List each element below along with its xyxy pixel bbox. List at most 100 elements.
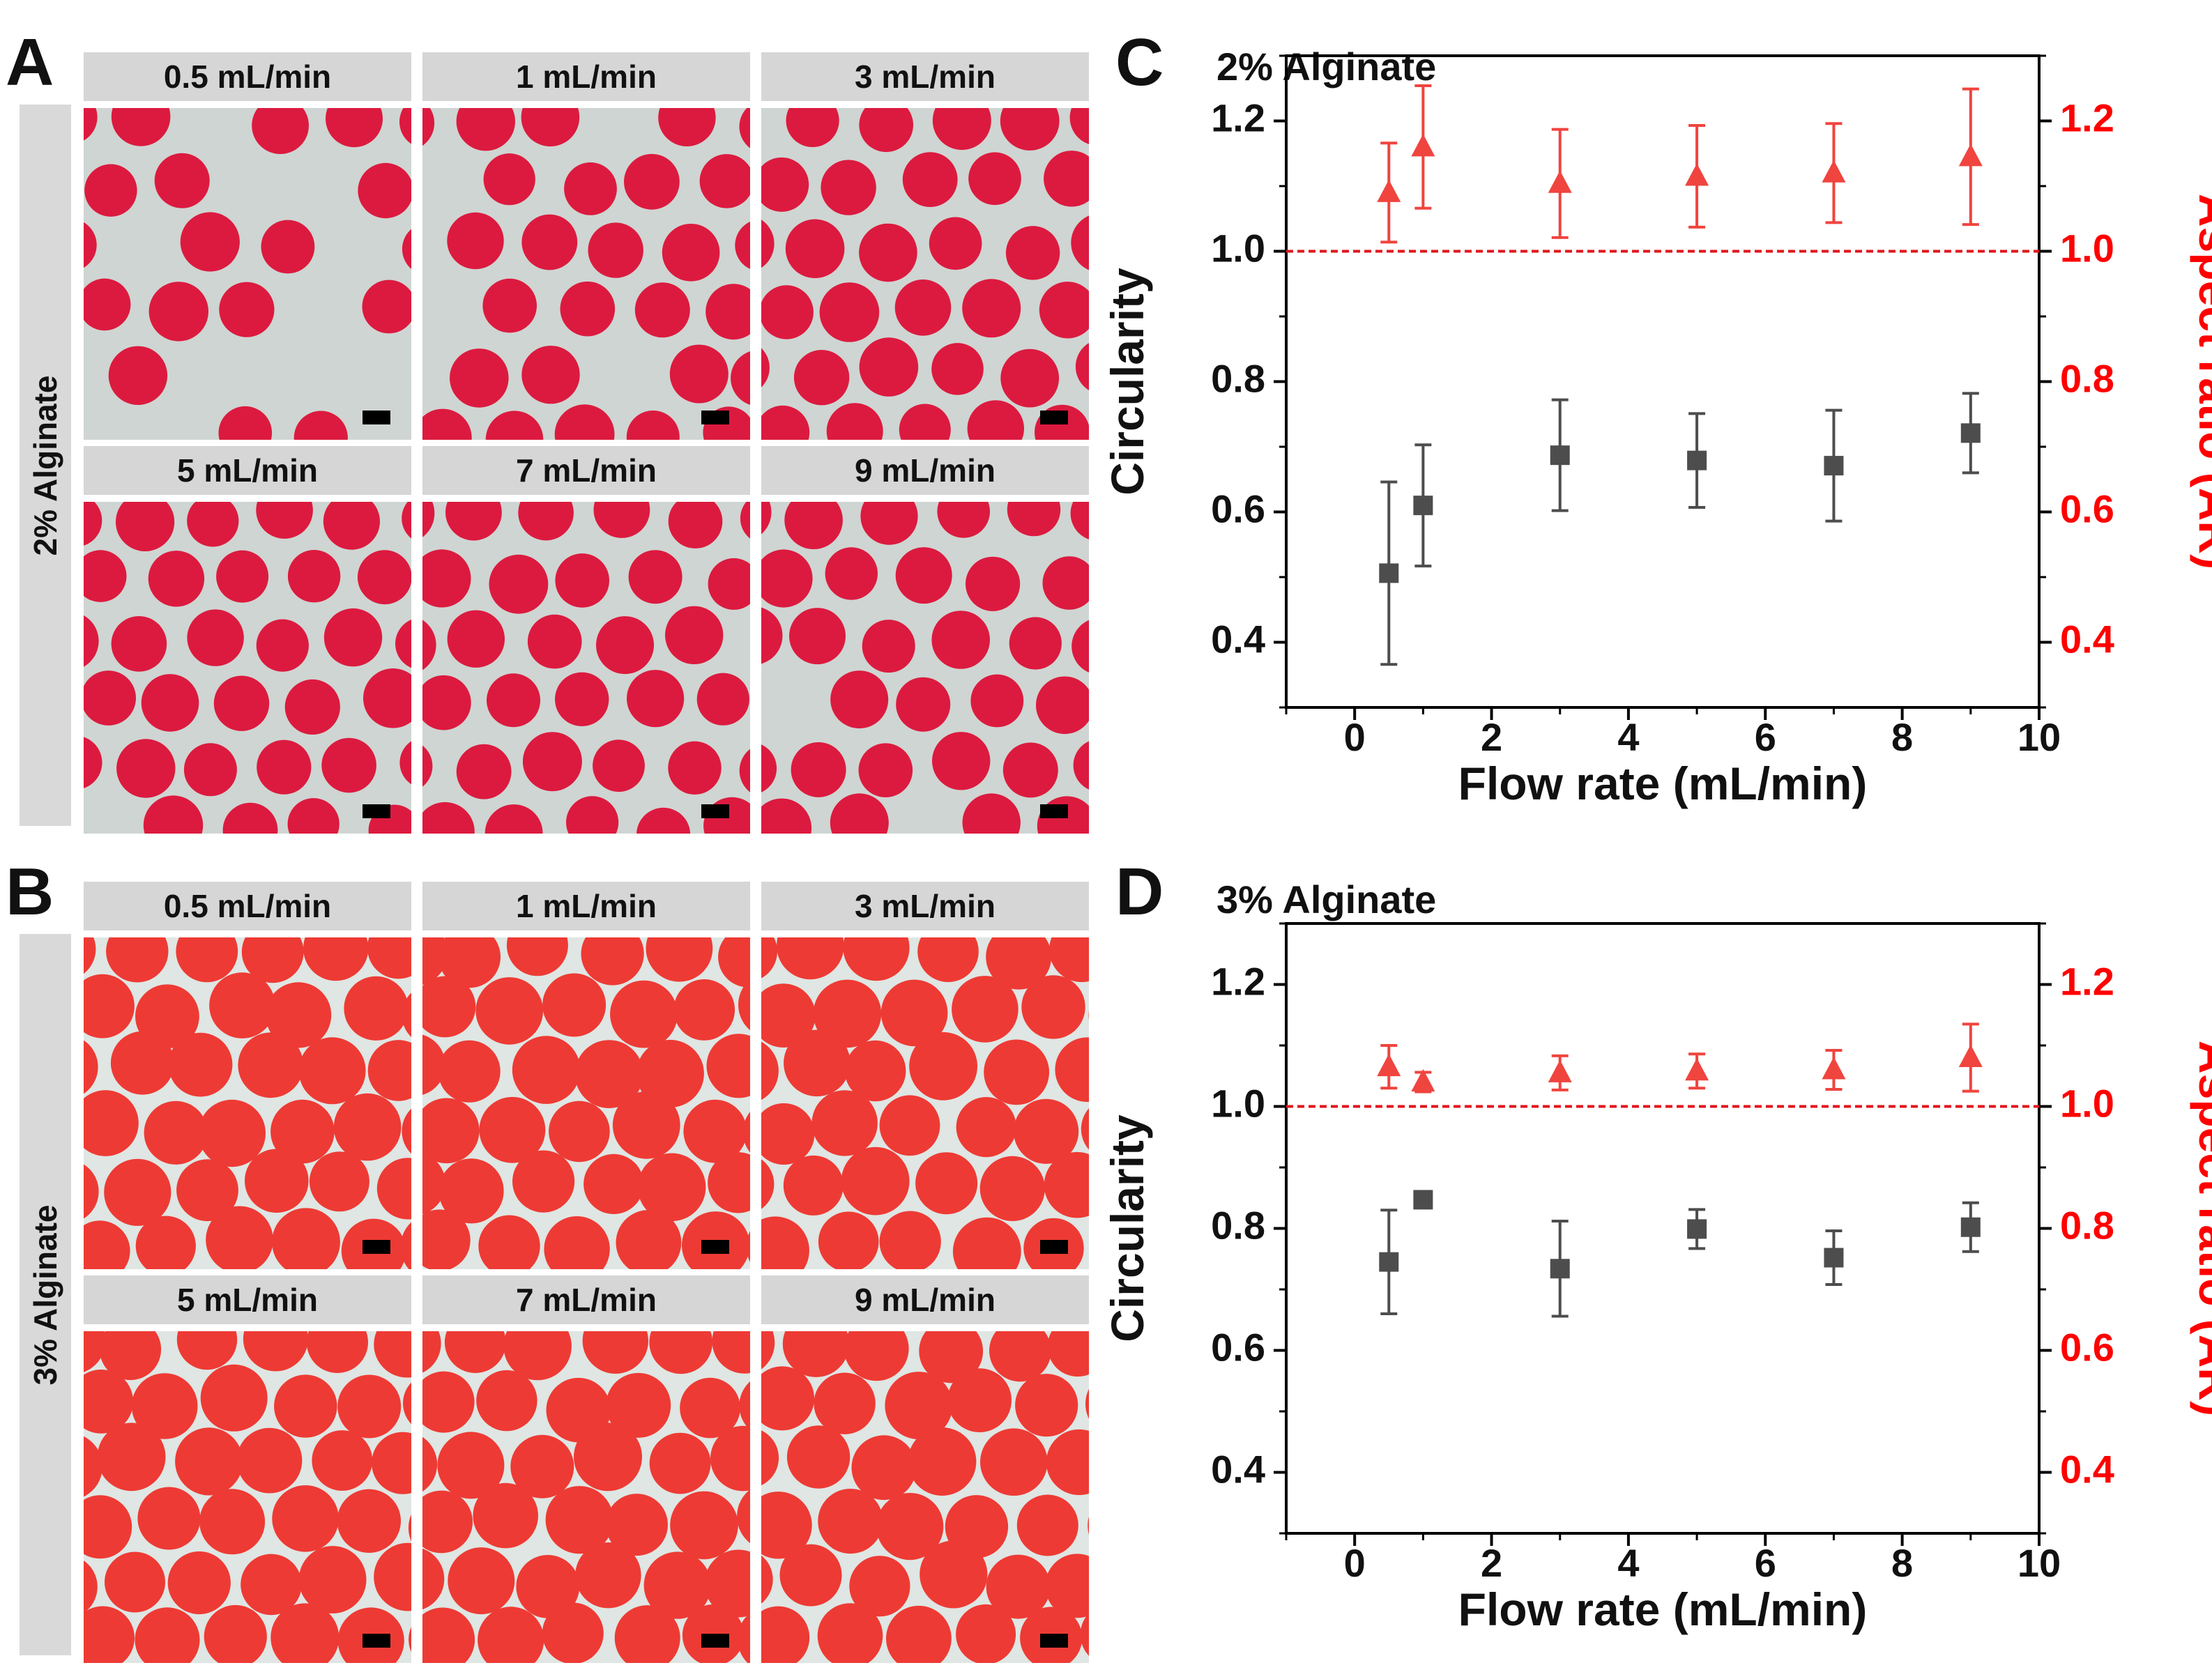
alginate-bead (967, 400, 1024, 440)
alginate-bead (704, 1549, 750, 1618)
alginate-bead (108, 346, 168, 405)
alginate-bead (106, 937, 169, 983)
circularity-point (1413, 1190, 1433, 1210)
micrograph-cell: 0.5 mL/min (84, 882, 411, 1272)
alginate-bead (266, 982, 332, 1048)
alginate-bead (116, 502, 175, 551)
alginate-bead (261, 220, 315, 274)
alginate-bead (176, 937, 238, 983)
alginate-bead (549, 1101, 610, 1163)
alginate-bead (956, 1604, 1016, 1663)
alginate-bead (841, 1147, 910, 1216)
alginate-bead (473, 1482, 538, 1549)
micrograph-cell: 3 mL/min (761, 882, 1089, 1272)
alginate-bead (219, 282, 275, 337)
alginate-bead (818, 1489, 883, 1554)
alginate-bead (860, 502, 918, 545)
alginate-bead (643, 1551, 711, 1619)
y2-tick-label: 0.4 (2060, 617, 2114, 661)
alginate-bead (761, 220, 775, 268)
flow-rate-label: 3 mL/min (761, 882, 1089, 930)
alginate-bead (712, 1331, 750, 1374)
circularity-point (1960, 1217, 1981, 1237)
alginate-bead (915, 1152, 978, 1215)
alginate-bead (731, 351, 750, 405)
alginate-bead (198, 1099, 266, 1167)
alginate-bead (902, 152, 958, 207)
alginate-bead (986, 937, 1052, 990)
alginate-bead (1045, 1554, 1089, 1618)
alginate-bead (84, 937, 96, 974)
alginate-bead (402, 229, 411, 269)
alginate-bead (931, 343, 984, 395)
alginate-bead (518, 502, 574, 541)
scale-bar (363, 1240, 390, 1254)
alginate-bead (450, 348, 509, 408)
alginate-bead (1088, 1011, 1089, 1020)
alginate-bead (326, 108, 383, 148)
flow-rate-label: 1 mL/min (422, 882, 750, 930)
alginate-bead (627, 670, 685, 728)
alginate-bead (256, 619, 309, 672)
alginate-bead (818, 1211, 879, 1269)
alginate-bead (545, 1486, 613, 1554)
alginate-bead (746, 1231, 750, 1262)
alginate-bead (932, 732, 991, 790)
alginate-bead (1014, 1098, 1079, 1164)
x-tick-label: 0 (1344, 1541, 1366, 1585)
alginate-bead (555, 553, 609, 608)
alginate-bead (183, 743, 237, 797)
alginate-bead (696, 673, 749, 726)
alginate-bead (932, 108, 991, 151)
aspect-ratio-point (1685, 1058, 1709, 1081)
alginate-bead (321, 737, 376, 793)
alginate-bead (135, 984, 199, 1049)
alginate-bead (739, 1381, 750, 1430)
alginate-bead (542, 1602, 604, 1663)
y2-tick-label: 0.8 (2060, 1203, 2114, 1247)
alginate-bead (243, 1331, 308, 1372)
alginate-bead (422, 1331, 441, 1373)
alginate-bead (422, 1548, 445, 1610)
alginate-bead (111, 108, 171, 146)
alginate-bead (614, 1605, 680, 1663)
x-axis-label: Flow rate (mL/min) (1458, 758, 1868, 809)
alginate-bead (886, 1605, 952, 1663)
bead-micrograph (761, 1331, 1089, 1663)
alginate-bead (739, 749, 750, 792)
circularity-point (1824, 456, 1844, 476)
alginate-bead (303, 937, 369, 981)
x-tick-label: 2 (1481, 715, 1502, 759)
micrograph-cell: 9 mL/min (761, 446, 1089, 836)
alginate-bead (252, 108, 309, 154)
alginate-bead (374, 1331, 411, 1378)
alginate-bead (521, 346, 580, 404)
alginate-bead (1009, 617, 1062, 670)
alginate-bead (475, 977, 543, 1045)
side-strip-2pct: 2% Alginate (20, 105, 71, 826)
alginate-bead (270, 1099, 335, 1164)
circularity-point (1960, 423, 1981, 443)
alginate-bead (409, 1627, 411, 1653)
alginate-bead (485, 411, 544, 440)
alginate-bead (821, 160, 876, 215)
scale-bar (1040, 804, 1068, 818)
alginate-bead (84, 1436, 102, 1497)
x-tick-label: 0 (1344, 715, 1366, 759)
micrograph-cell: 3 mL/min (761, 52, 1089, 443)
circularity-point (1550, 1259, 1570, 1279)
alginate-bead (761, 1216, 809, 1269)
alginate-bead (521, 108, 580, 147)
alginate-bead (761, 502, 772, 535)
alginate-bead (337, 1374, 402, 1439)
alginate-bead (422, 1209, 471, 1269)
alginate-bead (564, 162, 617, 215)
panel-letter-d: D (1115, 854, 1164, 929)
alginate-bead (668, 741, 722, 795)
bead-micrograph (422, 502, 750, 834)
alginate-bead (737, 1489, 750, 1544)
alginate-bead (422, 1436, 438, 1492)
alginate-bead (581, 937, 644, 986)
alginate-bead (710, 1425, 750, 1492)
alginate-bead (1071, 620, 1089, 673)
